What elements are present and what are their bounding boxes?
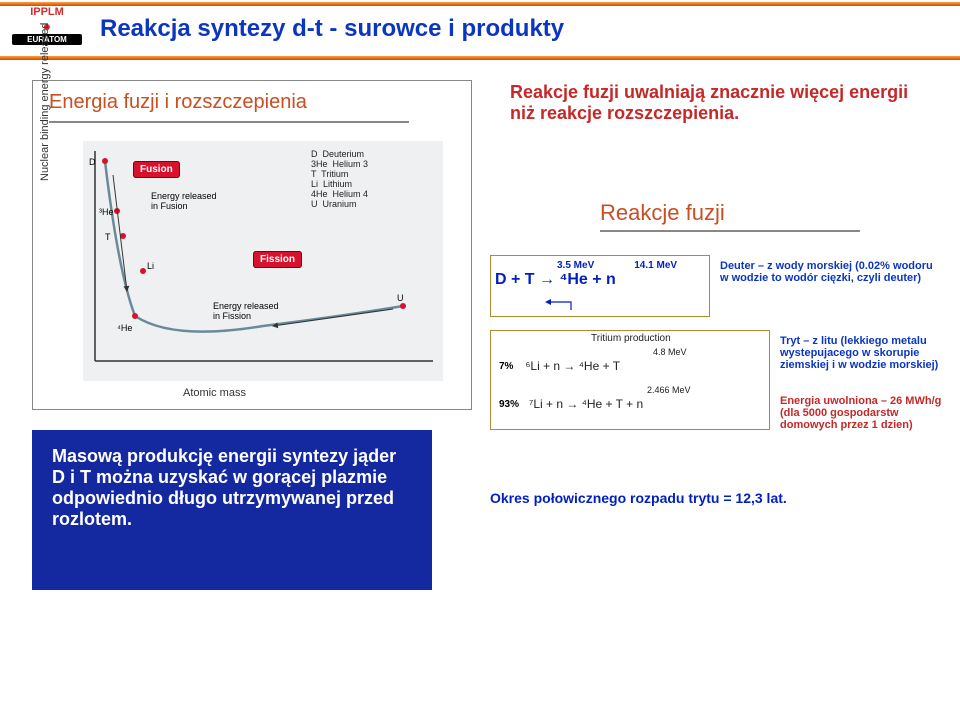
energy-fission-label: Energy released in Fission <box>213 301 283 321</box>
intro-text: Reakcje fuzji uwalniają znacznie więcej … <box>510 82 930 124</box>
dt-reaction-box: 3.5 MeV 14.1 MeV D + T → ⁴He + n <box>490 255 710 317</box>
graph-legend: D Deuterium 3He Helium 3 T Tritium Li Li… <box>311 149 368 209</box>
svg-text:³He: ³He <box>99 207 114 217</box>
slide-title: Reakcja syntezy d-t - surowce i produkty <box>100 15 564 43</box>
tritium-description: Tryt – z litu (lekkiego metalu wystepuja… <box>780 335 950 371</box>
tritium-box: Tritium production 7% ⁶Li + n → ⁴He + T … <box>490 330 770 430</box>
fusion-reactions-title: Reakcje fuzji <box>600 200 860 232</box>
fusion-pill: Fusion <box>133 159 180 177</box>
energy-description: Energia uwolniona – 26 MWh/g (dla 5000 g… <box>780 395 950 431</box>
slide-header: IPPLM ● EURATOM Reakcja syntezy d-t - su… <box>0 0 960 60</box>
svg-text:T: T <box>105 232 111 242</box>
trit-eq2-mev: 2.466 MeV <box>647 385 691 395</box>
halflife-text: Okres połowicznego rozpadu trytu = 12,3 … <box>490 490 930 506</box>
trit-pct2: 93% <box>499 399 519 410</box>
tritium-title: Tritium production <box>591 333 671 344</box>
dt-mev1: 3.5 MeV <box>557 260 594 271</box>
graph-area: D ³He T Li ⁴He U Fusion Fission Energy r… <box>83 141 443 381</box>
graph-underline <box>49 121 409 123</box>
trit-eq1: ⁶Li + n → ⁴He + T <box>525 359 620 373</box>
trit-eq2: ⁷Li + n → ⁴He + T + n <box>529 397 643 411</box>
key-statement-box: Masową produkcję energii syntezy jąder D… <box>32 430 432 590</box>
decor-bar-top <box>0 2 960 6</box>
svg-text:U: U <box>397 293 404 303</box>
fission-fusion-graph-box: Energia fuzji i rozszczepienia Nuclear b… <box>32 80 472 410</box>
graph-title: Energia fuzji i rozszczepienia <box>49 91 307 114</box>
decor-bar-bottom <box>0 56 960 60</box>
trit-eq1-mev: 4.8 MeV <box>653 347 687 357</box>
dt-mev2: 14.1 MeV <box>634 260 677 271</box>
fission-pill: Fission <box>253 249 302 267</box>
trit-pct1: 7% <box>499 361 513 372</box>
dt-equation: D + T → ⁴He + n <box>495 271 705 289</box>
graph-ylabel: Nuclear binding energy released <box>39 23 51 181</box>
logo-text-top: IPPLM <box>12 6 82 18</box>
graph-xlabel: Atomic mass <box>183 387 246 399</box>
svg-text:⁴He: ⁴He <box>117 323 132 333</box>
energy-fusion-label: Energy released in Fusion <box>151 191 221 211</box>
svg-text:Li: Li <box>147 261 154 271</box>
svg-text:D: D <box>89 157 96 167</box>
dt-description: Deuter – z wody morskiej (0.02% wodoru w… <box>720 260 940 284</box>
